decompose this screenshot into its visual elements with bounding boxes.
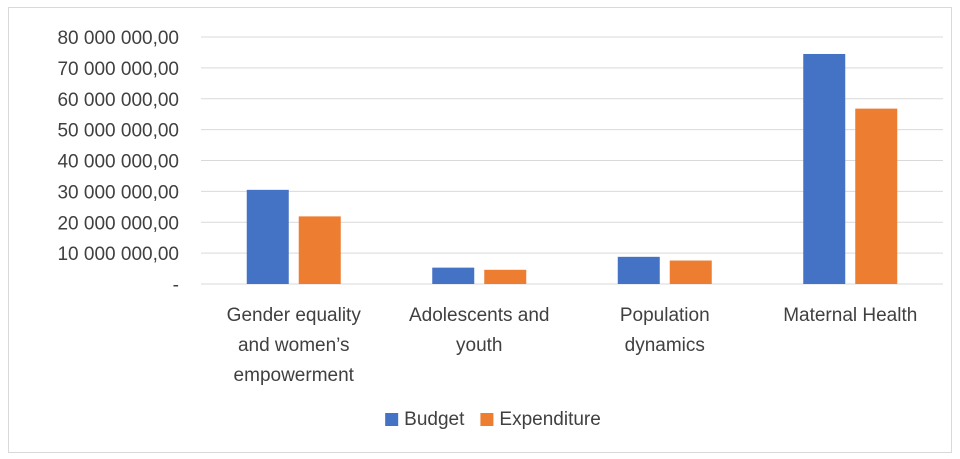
y-tick-label: 80 000 000,00 bbox=[57, 28, 179, 49]
y-axis-tick-labels: - 10 000 000,00 20 000 000,00 30 000 000,00… bbox=[57, 28, 179, 296]
category-labels: Gender equality and women’s empowerment Ado… bbox=[227, 305, 918, 386]
y-tick-label: 70 000 000,00 bbox=[57, 59, 179, 80]
bar-budget-3 bbox=[803, 53, 846, 285]
bar-expenditure-0 bbox=[298, 216, 341, 284]
y-tick-label: 60 000 000,00 bbox=[57, 90, 179, 111]
category-label-line: youth bbox=[456, 335, 502, 356]
bar-expenditure-3 bbox=[855, 108, 898, 284]
legend: Budget Expenditure bbox=[385, 409, 601, 430]
bars bbox=[246, 53, 898, 285]
legend-item-budget: Budget bbox=[385, 409, 465, 430]
category-label: Population dynamics bbox=[620, 305, 710, 356]
category-label-line: empowerment bbox=[234, 365, 355, 386]
category-label: Maternal Health bbox=[783, 305, 917, 326]
legend-label: Expenditure bbox=[499, 409, 600, 430]
legend-swatch bbox=[385, 413, 399, 426]
category-label: Adolescents and youth bbox=[409, 305, 550, 356]
category-label-line: dynamics bbox=[625, 335, 705, 356]
bar-expenditure-2 bbox=[669, 260, 712, 284]
category-label: Gender equality and women’s empowerment bbox=[227, 305, 362, 386]
chart-frame: - 10 000 000,00 20 000 000,00 30 000 000,00… bbox=[8, 7, 952, 453]
legend-label: Budget bbox=[404, 409, 465, 430]
category-label-line: Maternal Health bbox=[783, 305, 917, 326]
y-tick-label: 20 000 000,00 bbox=[57, 213, 179, 234]
y-tick-label: 10 000 000,00 bbox=[57, 244, 179, 265]
category-label-line: Gender equality bbox=[227, 305, 362, 326]
y-tick-label: 50 000 000,00 bbox=[57, 121, 179, 142]
category-label-line: and women’s bbox=[238, 335, 350, 356]
bar-chart: - 10 000 000,00 20 000 000,00 30 000 000,00… bbox=[57, 28, 943, 430]
bar-budget-1 bbox=[432, 267, 475, 284]
legend-swatch bbox=[480, 413, 494, 426]
bar-budget-0 bbox=[246, 189, 289, 284]
y-tick-label: 40 000 000,00 bbox=[57, 152, 179, 173]
bar-expenditure-1 bbox=[484, 269, 527, 284]
category-label-line: Adolescents and bbox=[409, 305, 550, 326]
category-label-line: Population bbox=[620, 305, 710, 326]
y-tick-label: - bbox=[173, 275, 179, 296]
legend-item-expenditure: Expenditure bbox=[480, 409, 601, 430]
bar-budget-2 bbox=[617, 256, 660, 284]
y-tick-label: 30 000 000,00 bbox=[57, 182, 179, 203]
